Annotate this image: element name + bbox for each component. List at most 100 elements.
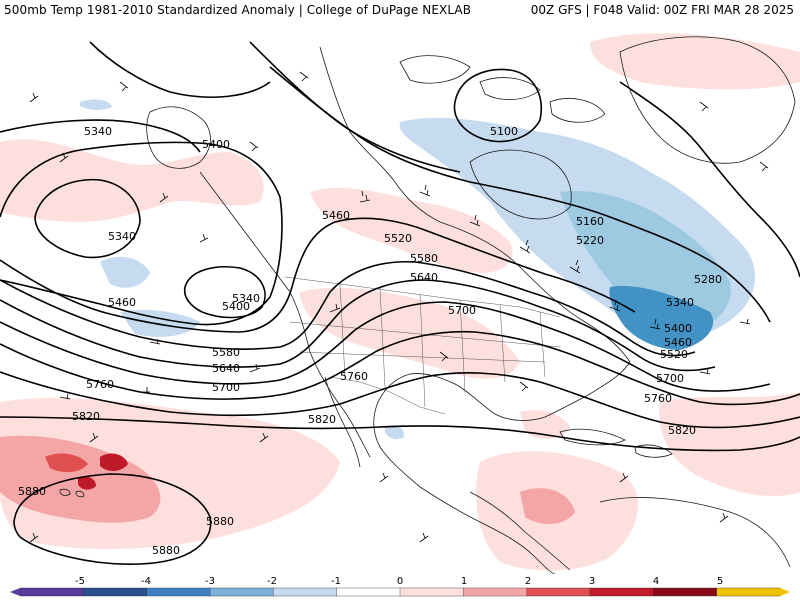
cold-anomaly-area	[560, 191, 731, 330]
arctic-islands	[399, 55, 606, 123]
contour-5580	[0, 279, 716, 372]
colorbar-swatches	[10, 587, 790, 597]
colorbar-swatch	[463, 587, 528, 597]
colorbar-swatch	[146, 587, 211, 597]
wind-barb	[619, 472, 629, 483]
contour-label: 5880	[206, 515, 234, 528]
wind-barb	[649, 318, 661, 330]
colorbar-tick-label: 3	[589, 576, 595, 587]
wind-barb	[469, 214, 481, 227]
wind-barb	[699, 368, 711, 375]
contour-label: 5820	[72, 410, 100, 423]
colorbar-swatch	[273, 587, 338, 597]
wind-barb	[249, 141, 259, 152]
hispaniola-coast	[634, 444, 673, 458]
north-america-coast	[319, 46, 631, 574]
wind-barb	[29, 92, 39, 103]
us-mexico-border	[329, 376, 446, 415]
wind-barb	[419, 184, 431, 197]
colorbar-swatch	[399, 587, 465, 597]
contour-label: 5700	[212, 381, 240, 394]
contour-5640	[0, 301, 771, 392]
cold-anomaly-area	[100, 256, 150, 288]
colorbar-tick-label: -2	[267, 576, 277, 587]
colorbar-tick-label: 1	[461, 576, 467, 587]
contour-5340-west	[34, 178, 141, 259]
colorbar-tick-label: -5	[75, 576, 85, 587]
cold-anomaly-area	[80, 99, 112, 110]
contour-label: 5880	[18, 485, 46, 498]
height-contours	[0, 41, 800, 565]
wind-barb	[419, 532, 429, 543]
map-title: 500mb Temp 1981-2010 Standardized Anomal…	[4, 3, 472, 17]
cold-anomaly-area	[120, 310, 200, 337]
baja-coast	[324, 376, 361, 468]
central-america-coast	[469, 491, 571, 571]
contour-label: 5340	[84, 125, 112, 138]
colorbar-tick-label: 5	[717, 576, 723, 587]
greenland-coast	[619, 36, 796, 164]
wind-barb	[359, 190, 371, 203]
wind-barb	[719, 512, 729, 523]
contour-5460	[0, 217, 636, 333]
wind-barb	[299, 71, 309, 82]
south-america-coast	[599, 497, 791, 568]
wind-barb	[739, 318, 751, 325]
colorbar-swatch	[716, 587, 781, 597]
colorbar-tick-label: -4	[141, 576, 151, 587]
contour-label: 5760	[644, 392, 672, 405]
wind-barb	[140, 387, 150, 393]
colorbar-tick-label: -3	[205, 576, 215, 587]
contour-5820	[0, 416, 800, 452]
contour-label: 5280	[694, 273, 722, 286]
coastlines	[59, 36, 796, 574]
contour-label: 5220	[576, 234, 604, 247]
wind-barb	[149, 338, 161, 345]
contour-label: 5460	[664, 336, 692, 349]
wind-barb	[159, 192, 169, 203]
colorbar-swatch	[526, 587, 591, 597]
warm-anomaly-area	[659, 392, 800, 497]
wind-barb	[89, 432, 99, 443]
contour-label: 5340	[232, 292, 260, 305]
wind-barb	[609, 299, 621, 312]
us-canada-border	[284, 276, 561, 318]
model-run-info: 00Z GFS | F048 Valid: 00Z FRI MAR 28 202…	[530, 3, 794, 17]
contour-label: 5580	[212, 346, 240, 359]
contour-label: 5100	[490, 125, 518, 138]
cold-anomaly-area	[385, 425, 405, 440]
west-coast	[199, 171, 371, 458]
contour-label: 5760	[86, 378, 114, 391]
warm-anomaly-area	[520, 410, 570, 439]
warm-anomaly-area	[590, 33, 800, 90]
contour-5340-north	[0, 119, 201, 153]
hawaii-islands	[59, 488, 85, 498]
contour-label: 5520	[384, 232, 412, 245]
colorbar-swatch	[653, 587, 718, 597]
wind-barb	[759, 161, 769, 172]
colorbar-min-arrow	[10, 588, 20, 596]
contour-northeast	[619, 81, 800, 278]
colorbar-swatch	[209, 587, 275, 597]
wind-barb	[199, 233, 209, 243]
warm-anomaly-area	[310, 187, 513, 273]
contour-5520	[0, 260, 696, 357]
anomaly-shading	[0, 33, 800, 571]
contour-label: 5640	[410, 271, 438, 284]
colorbar-tick-label: -1	[331, 576, 341, 587]
wind-barb	[59, 393, 71, 400]
contour-label: 5760	[340, 370, 368, 383]
contour-label: 5700	[448, 304, 476, 317]
warm-anomaly-area	[100, 453, 128, 471]
wind-barb	[519, 381, 529, 392]
colorbar-swatch	[19, 587, 85, 597]
colorbar-tick-label: 4	[653, 576, 659, 587]
contour-5400	[0, 141, 283, 326]
contour-label: 5580	[410, 252, 438, 265]
warm-anomaly-area	[520, 488, 575, 524]
wind-barb	[519, 239, 531, 254]
colorbar-swatch	[589, 587, 655, 597]
contour-label: 5460	[322, 209, 350, 222]
wind-barb	[379, 472, 389, 483]
contour-label: 5340	[108, 230, 136, 243]
